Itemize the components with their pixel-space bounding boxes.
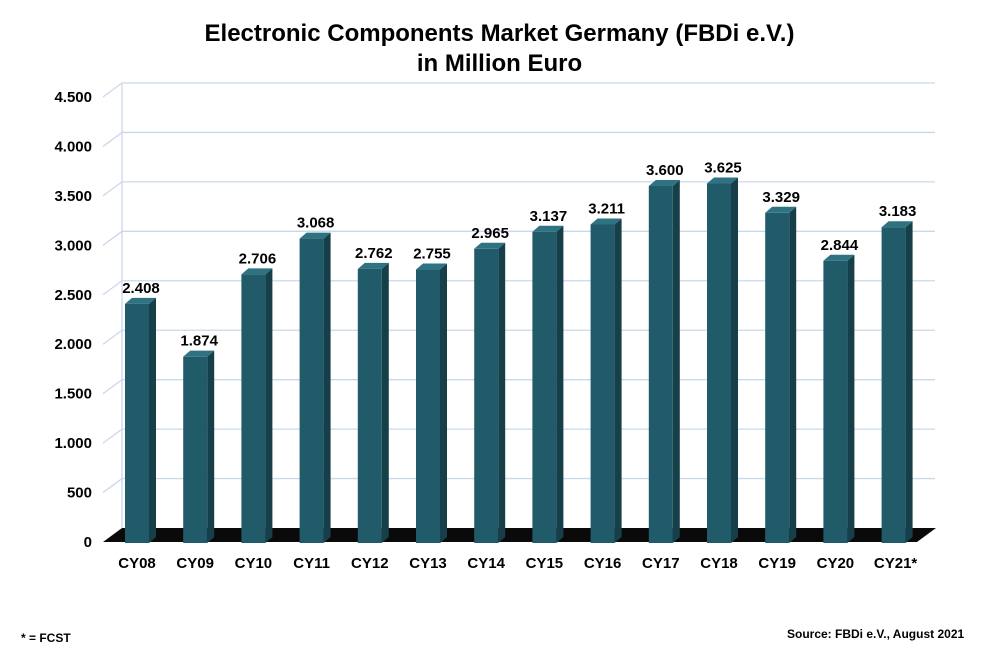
y-tick-label: 0 <box>84 534 92 551</box>
x-tick-label: CY19 <box>758 555 796 572</box>
bar-side <box>847 254 855 543</box>
bar-side <box>905 221 913 543</box>
bar-side <box>323 232 331 543</box>
x-tick-label: CY10 <box>235 555 273 572</box>
bar <box>765 212 790 543</box>
x-tick-label: CY12 <box>351 555 389 572</box>
x-tick-label: CY20 <box>817 555 855 572</box>
bar-top <box>474 242 506 249</box>
data-label: 3.068 <box>297 215 335 232</box>
y-tick-label: 1.000 <box>54 435 92 452</box>
gridline-edge <box>102 280 123 296</box>
forecast-footnote: * = FCST <box>21 631 71 645</box>
y-tick-label: 500 <box>67 485 92 502</box>
gridline-edge <box>102 329 123 345</box>
x-tick-label: CY17 <box>642 555 680 572</box>
data-label: 1.874 <box>180 333 218 350</box>
bar-side <box>440 263 447 543</box>
chart-subtitle: in Million Euro <box>416 50 583 77</box>
bar-top <box>881 221 913 228</box>
y-tick-label: 2.500 <box>54 287 92 304</box>
gridline-edge <box>102 82 123 98</box>
bar-top <box>532 225 564 232</box>
data-label: 2.408 <box>122 280 160 297</box>
x-tick-label: CY11 <box>293 555 330 572</box>
bar-side <box>207 350 215 543</box>
data-label: 2.844 <box>821 237 859 254</box>
bar-side <box>614 218 622 543</box>
gridline-edge <box>102 131 123 147</box>
bar <box>590 224 615 543</box>
y-tick-label: 4.000 <box>54 138 92 155</box>
bar-top <box>823 254 855 261</box>
x-tick-label: CY16 <box>584 555 622 572</box>
y-tick-label: 1.500 <box>54 386 92 403</box>
y-tick-label: 2.000 <box>54 336 92 353</box>
gridline-edge <box>102 428 123 444</box>
bar-side <box>381 262 389 543</box>
data-label: 2.706 <box>239 250 277 267</box>
data-label: 2.762 <box>355 245 393 262</box>
bar-side <box>498 242 506 544</box>
bar-top <box>241 268 273 275</box>
bar <box>357 268 382 543</box>
bar <box>474 248 499 544</box>
bar-top <box>416 263 447 270</box>
gridline-edge <box>102 379 123 395</box>
bar-side <box>731 177 738 543</box>
data-label: 3.329 <box>762 189 800 206</box>
bar <box>241 274 266 543</box>
y-tick-label: 4.500 <box>54 89 92 106</box>
y-tick-label: 3.000 <box>54 237 92 254</box>
bar-top <box>299 232 331 239</box>
gridline-edge <box>102 181 123 197</box>
bar <box>707 183 731 543</box>
bar-side <box>672 180 680 543</box>
x-tick-label: CY09 <box>176 555 214 572</box>
bar <box>416 269 440 543</box>
bar-side <box>789 206 797 543</box>
gridline-edge <box>102 230 123 246</box>
chart-title: Electronic Components Market Germany (FB… <box>204 20 795 47</box>
x-tick-label: CY14 <box>467 555 505 572</box>
bar <box>532 231 557 543</box>
bar-top <box>648 180 680 186</box>
data-label: 3.183 <box>879 203 917 220</box>
bar <box>881 227 906 543</box>
bar <box>183 356 208 543</box>
source-note: Source: FBDi e.V., August 2021 <box>787 627 965 641</box>
bar-top <box>707 177 738 184</box>
gridline-edge <box>102 478 123 494</box>
data-label: 2.755 <box>413 246 451 263</box>
bar <box>299 238 324 543</box>
bar <box>648 186 673 543</box>
bar-side <box>265 268 273 543</box>
data-label: 3.137 <box>530 208 568 225</box>
bar-top <box>357 262 389 269</box>
chart-floor <box>103 528 936 542</box>
bar-top <box>183 350 215 357</box>
x-tick-label: CY08 <box>118 555 156 572</box>
data-label: 2.965 <box>471 225 509 242</box>
x-tick-label: CY21* <box>874 555 918 572</box>
bar-side <box>556 225 564 543</box>
x-tick-label: CY18 <box>700 555 738 572</box>
x-tick-label: CY15 <box>526 555 564 572</box>
bar <box>823 260 848 543</box>
x-tick-label: CY13 <box>409 555 447 572</box>
data-label: 3.625 <box>704 160 742 177</box>
bar-side <box>149 297 156 543</box>
data-label: 3.211 <box>588 200 625 217</box>
data-label: 3.600 <box>646 162 684 179</box>
bar <box>125 303 149 543</box>
bar-top <box>125 297 156 304</box>
y-tick-label: 3.500 <box>54 188 92 205</box>
bar-top <box>765 206 797 213</box>
bar-top <box>590 218 622 225</box>
